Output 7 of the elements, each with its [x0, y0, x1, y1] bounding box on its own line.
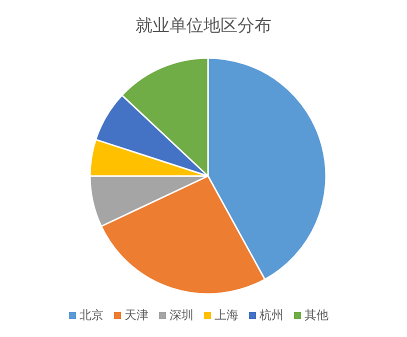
legend-label: 杭州	[260, 308, 284, 322]
legend-label: 上海	[214, 308, 238, 322]
legend-label: 深圳	[170, 308, 194, 322]
legend-label: 北京	[80, 308, 104, 322]
legend-label: 其他	[304, 308, 328, 322]
legend-label: 天津	[124, 308, 148, 322]
chart-title: 就业单位地区分布	[134, 15, 272, 38]
